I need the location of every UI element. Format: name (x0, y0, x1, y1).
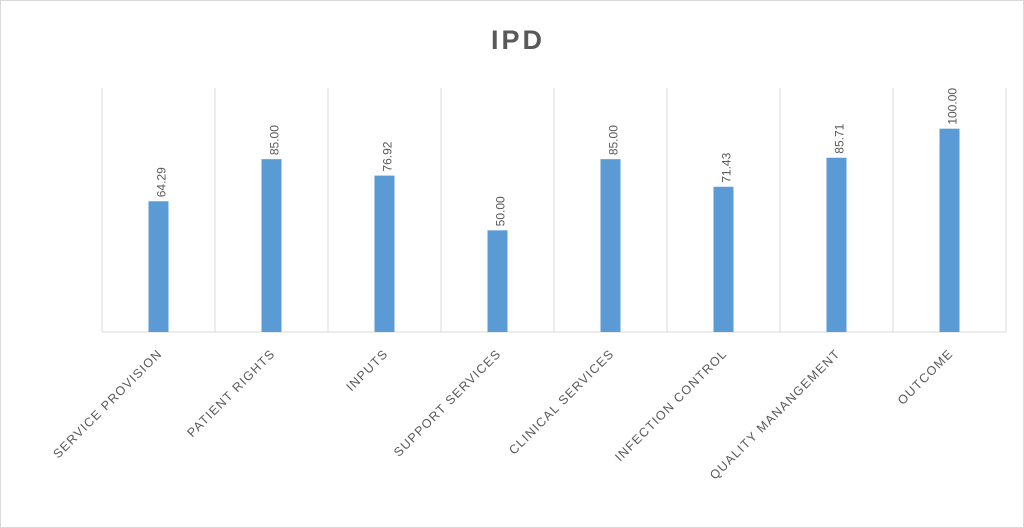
bar (261, 159, 282, 332)
value-label: 50.00 (494, 196, 508, 226)
chart-title: IPD (491, 25, 545, 55)
bar (713, 186, 734, 332)
value-label: 85.00 (607, 125, 621, 155)
value-label: 100.00 (946, 88, 960, 125)
bar (487, 230, 508, 332)
bar (374, 175, 395, 332)
value-label: 71.43 (720, 152, 734, 182)
value-label: 76.92 (381, 141, 395, 171)
value-label: 64.29 (155, 167, 169, 197)
value-label: 85.71 (833, 123, 847, 153)
bar (939, 128, 960, 332)
bar (826, 157, 847, 332)
bar (148, 201, 169, 332)
value-label: 85.00 (268, 125, 282, 155)
bar (600, 159, 621, 332)
